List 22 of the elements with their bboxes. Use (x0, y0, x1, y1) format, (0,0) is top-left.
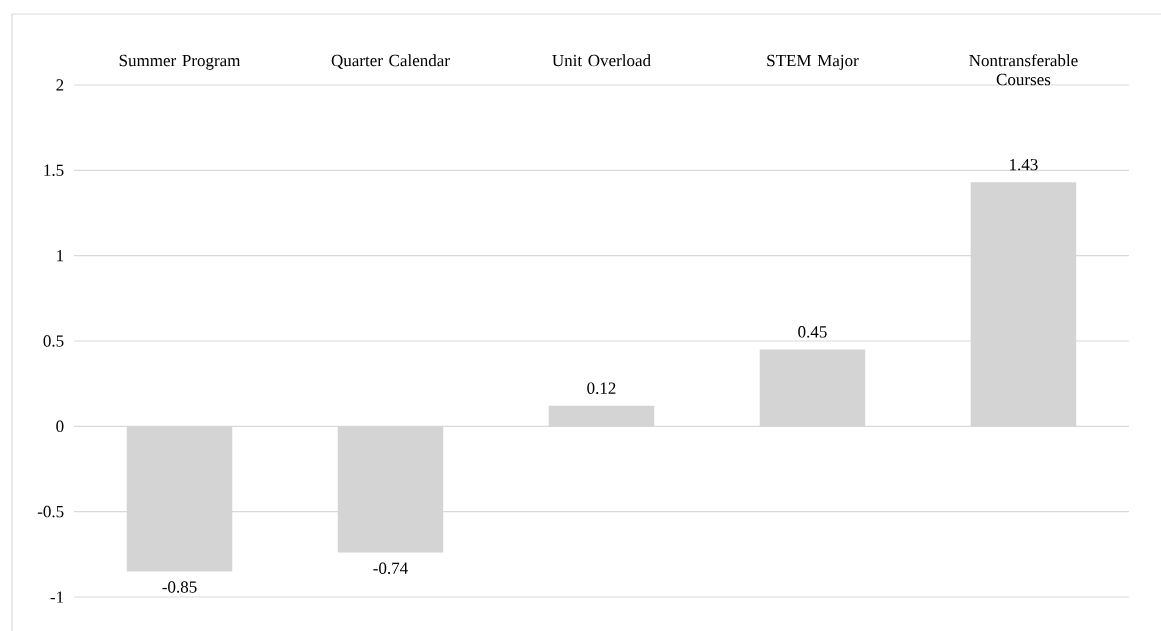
y-tick-label: 1.5 (44, 164, 64, 177)
y-tick-label: 2 (56, 79, 64, 91)
x-tick-label: Quarter Calendar (331, 54, 450, 69)
bar (548, 405, 655, 427)
data-label: 0.45 (798, 326, 827, 338)
bar (126, 426, 233, 572)
data-label: 0.12 (587, 382, 616, 394)
data-label: -0.74 (373, 562, 408, 575)
data-label: -0.85 (162, 581, 197, 593)
x-tick-label: Unit Overload (552, 54, 651, 67)
y-tick-label: 0 (56, 420, 64, 433)
bar (759, 349, 866, 427)
y-tick-label: 0.5 (43, 335, 64, 347)
y-tick-label: -1 (50, 591, 64, 603)
bar (337, 426, 444, 553)
y-tick-label: -0.5 (37, 505, 64, 518)
bar (970, 182, 1077, 427)
x-tick-label: STEM Major (767, 54, 859, 70)
data-label: 1.43 (1010, 158, 1038, 171)
x-tick-label: Summer Program (119, 54, 241, 70)
x-tick-label: Nontransferable Courses (969, 54, 1078, 86)
y-tick-label: 1 (57, 250, 64, 262)
